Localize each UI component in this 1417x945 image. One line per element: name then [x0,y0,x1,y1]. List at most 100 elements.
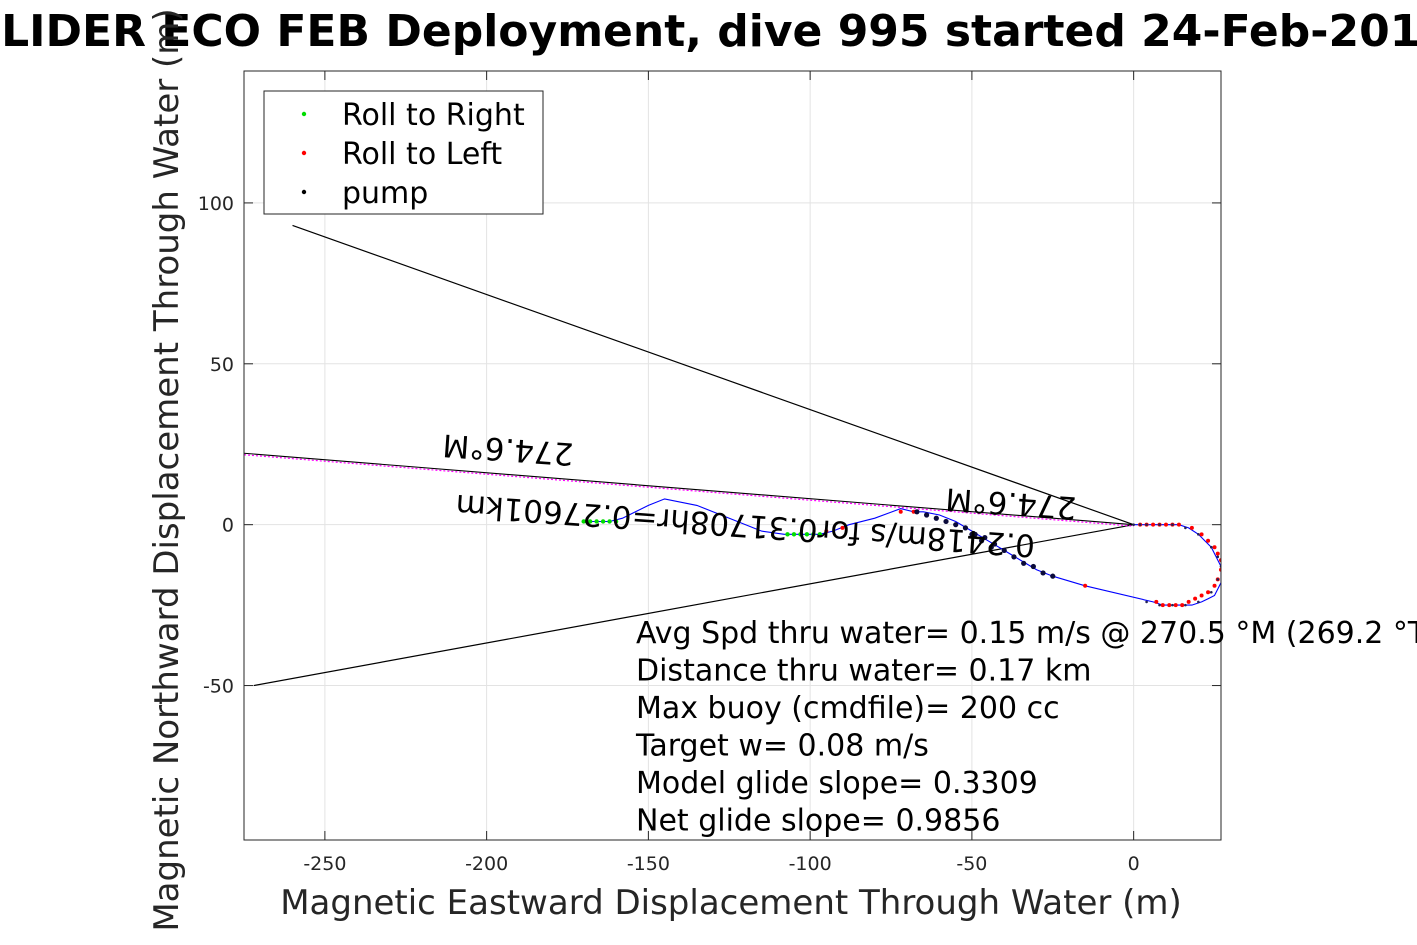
pump-point [943,518,949,525]
x-tick-label: -50 [956,853,987,875]
legend-marker [301,150,307,156]
legend-label: Roll to Left [342,137,502,172]
roll-right-point [817,532,823,537]
pump-point [1030,563,1036,570]
roll-left-point [1167,603,1172,608]
pump-point [962,525,969,531]
roll-right-point [600,519,606,524]
roll-left-point [1193,596,1198,601]
pump-point [1158,523,1161,526]
plot-frame [243,70,1222,841]
pump-point [1197,600,1200,604]
x-axis-label: Magnetic Eastward Displacement Through W… [280,883,1182,923]
pump-point [1171,523,1174,526]
roll-right-point [581,519,586,524]
roll-left-point [1160,603,1165,608]
stats-line: Distance thru water= 0.17 km [636,654,1091,689]
roll-right-point [811,532,816,537]
pump-point [1184,526,1187,530]
heading-cone-line [292,224,1134,526]
roll-right-point [785,532,790,537]
y-tick-label: -50 [203,676,234,698]
pump-point [1158,603,1161,607]
roll-left-point [840,525,845,530]
legend-box [263,90,544,215]
pump-point [1209,545,1213,549]
roll-right-point [791,532,797,537]
roll-left-point [898,509,903,514]
pump-point [991,541,998,547]
pump-point [1197,533,1200,536]
stats-line: Avg Spd thru water= 0.15 m/s @ 270.5 °M … [636,616,1417,651]
roll-left-point [1199,532,1204,537]
stats-line: Max buoy (cmdfile)= 200 cc [636,691,1060,726]
pump-point [979,538,985,544]
roll-left-point [1189,525,1194,530]
pump-point [1216,555,1220,559]
roll-right-point [594,519,599,524]
x-tick-label: -100 [789,853,832,875]
roll-left-point [1151,522,1156,527]
legend-label: Roll to Right [342,98,525,133]
chart-title: GLIDER ECO FEB Deployment, dive 995 star… [0,6,1417,57]
roll-left-point [824,529,829,534]
roll-right-point [607,519,612,524]
tick-labels: -250 -200 -150 -100 -50 0 -50 0 50 100 [198,193,1140,875]
roll-left-point [1212,583,1217,588]
y-tick-label: 100 [198,193,234,215]
legend-marker [301,111,307,117]
pump-point [933,515,939,521]
heading-line [244,454,1134,527]
roll-right-point [804,532,810,537]
pump-point [988,544,994,550]
pump-point [1040,570,1046,576]
roll-left-point [1180,603,1185,608]
roll-right-point [798,532,803,537]
roll-left-point [1164,522,1169,527]
roll-left-point [1173,603,1178,608]
pump-point [969,531,975,537]
roll-left-point [1186,599,1191,604]
x-tick-label: 0 [1128,853,1140,875]
ticks [244,71,1221,840]
pump-point [982,534,988,541]
pump-point [1011,554,1017,560]
pump-point [953,522,959,528]
pump-point [1184,603,1187,607]
roll-left-point [1199,593,1204,598]
grid [244,71,1221,840]
y-tick-label: 0 [222,515,234,537]
y-tick-label: 50 [210,354,234,376]
pump-point [1050,573,1056,579]
pump-point [1001,547,1007,554]
roll-left-point [1176,522,1181,527]
heading-cone-line [253,524,1134,687]
stats-annotation: Avg Spd thru water= 0.15 m/s @ 270.5 °M … [635,616,1417,839]
pump-point [1021,560,1027,566]
pump-point [924,512,930,518]
x-tick-label: -200 [465,853,508,875]
pump-point [1145,523,1148,526]
roll-left-point [1154,599,1159,604]
roll-right-point [587,519,593,524]
pump-point [1171,603,1174,607]
pump-point [1145,600,1148,604]
legend: Roll to Right Roll to Left pump [263,90,544,215]
stats-line: Net glide slope= 0.9856 [636,804,1000,839]
legend-label: pump [342,176,428,211]
pump-point [1138,523,1142,526]
y-axis-label: Magnetic Northward Displacement Through … [147,8,187,931]
roll-left-point [1212,545,1217,550]
legend-marker [301,189,307,195]
pump-point [1209,590,1213,594]
pump-point [914,509,920,515]
stats-line: Target w= 0.08 m/s [635,729,929,764]
x-tick-label: -250 [303,853,346,875]
pump-point [1132,523,1135,526]
roll-left-point [1206,590,1211,595]
data-layer [244,224,1221,687]
heading-line-core [244,452,1134,526]
roll-left-point [1206,538,1211,543]
glider-track [583,498,1221,606]
stats-line: Model glide slope= 0.3309 [636,766,1038,801]
